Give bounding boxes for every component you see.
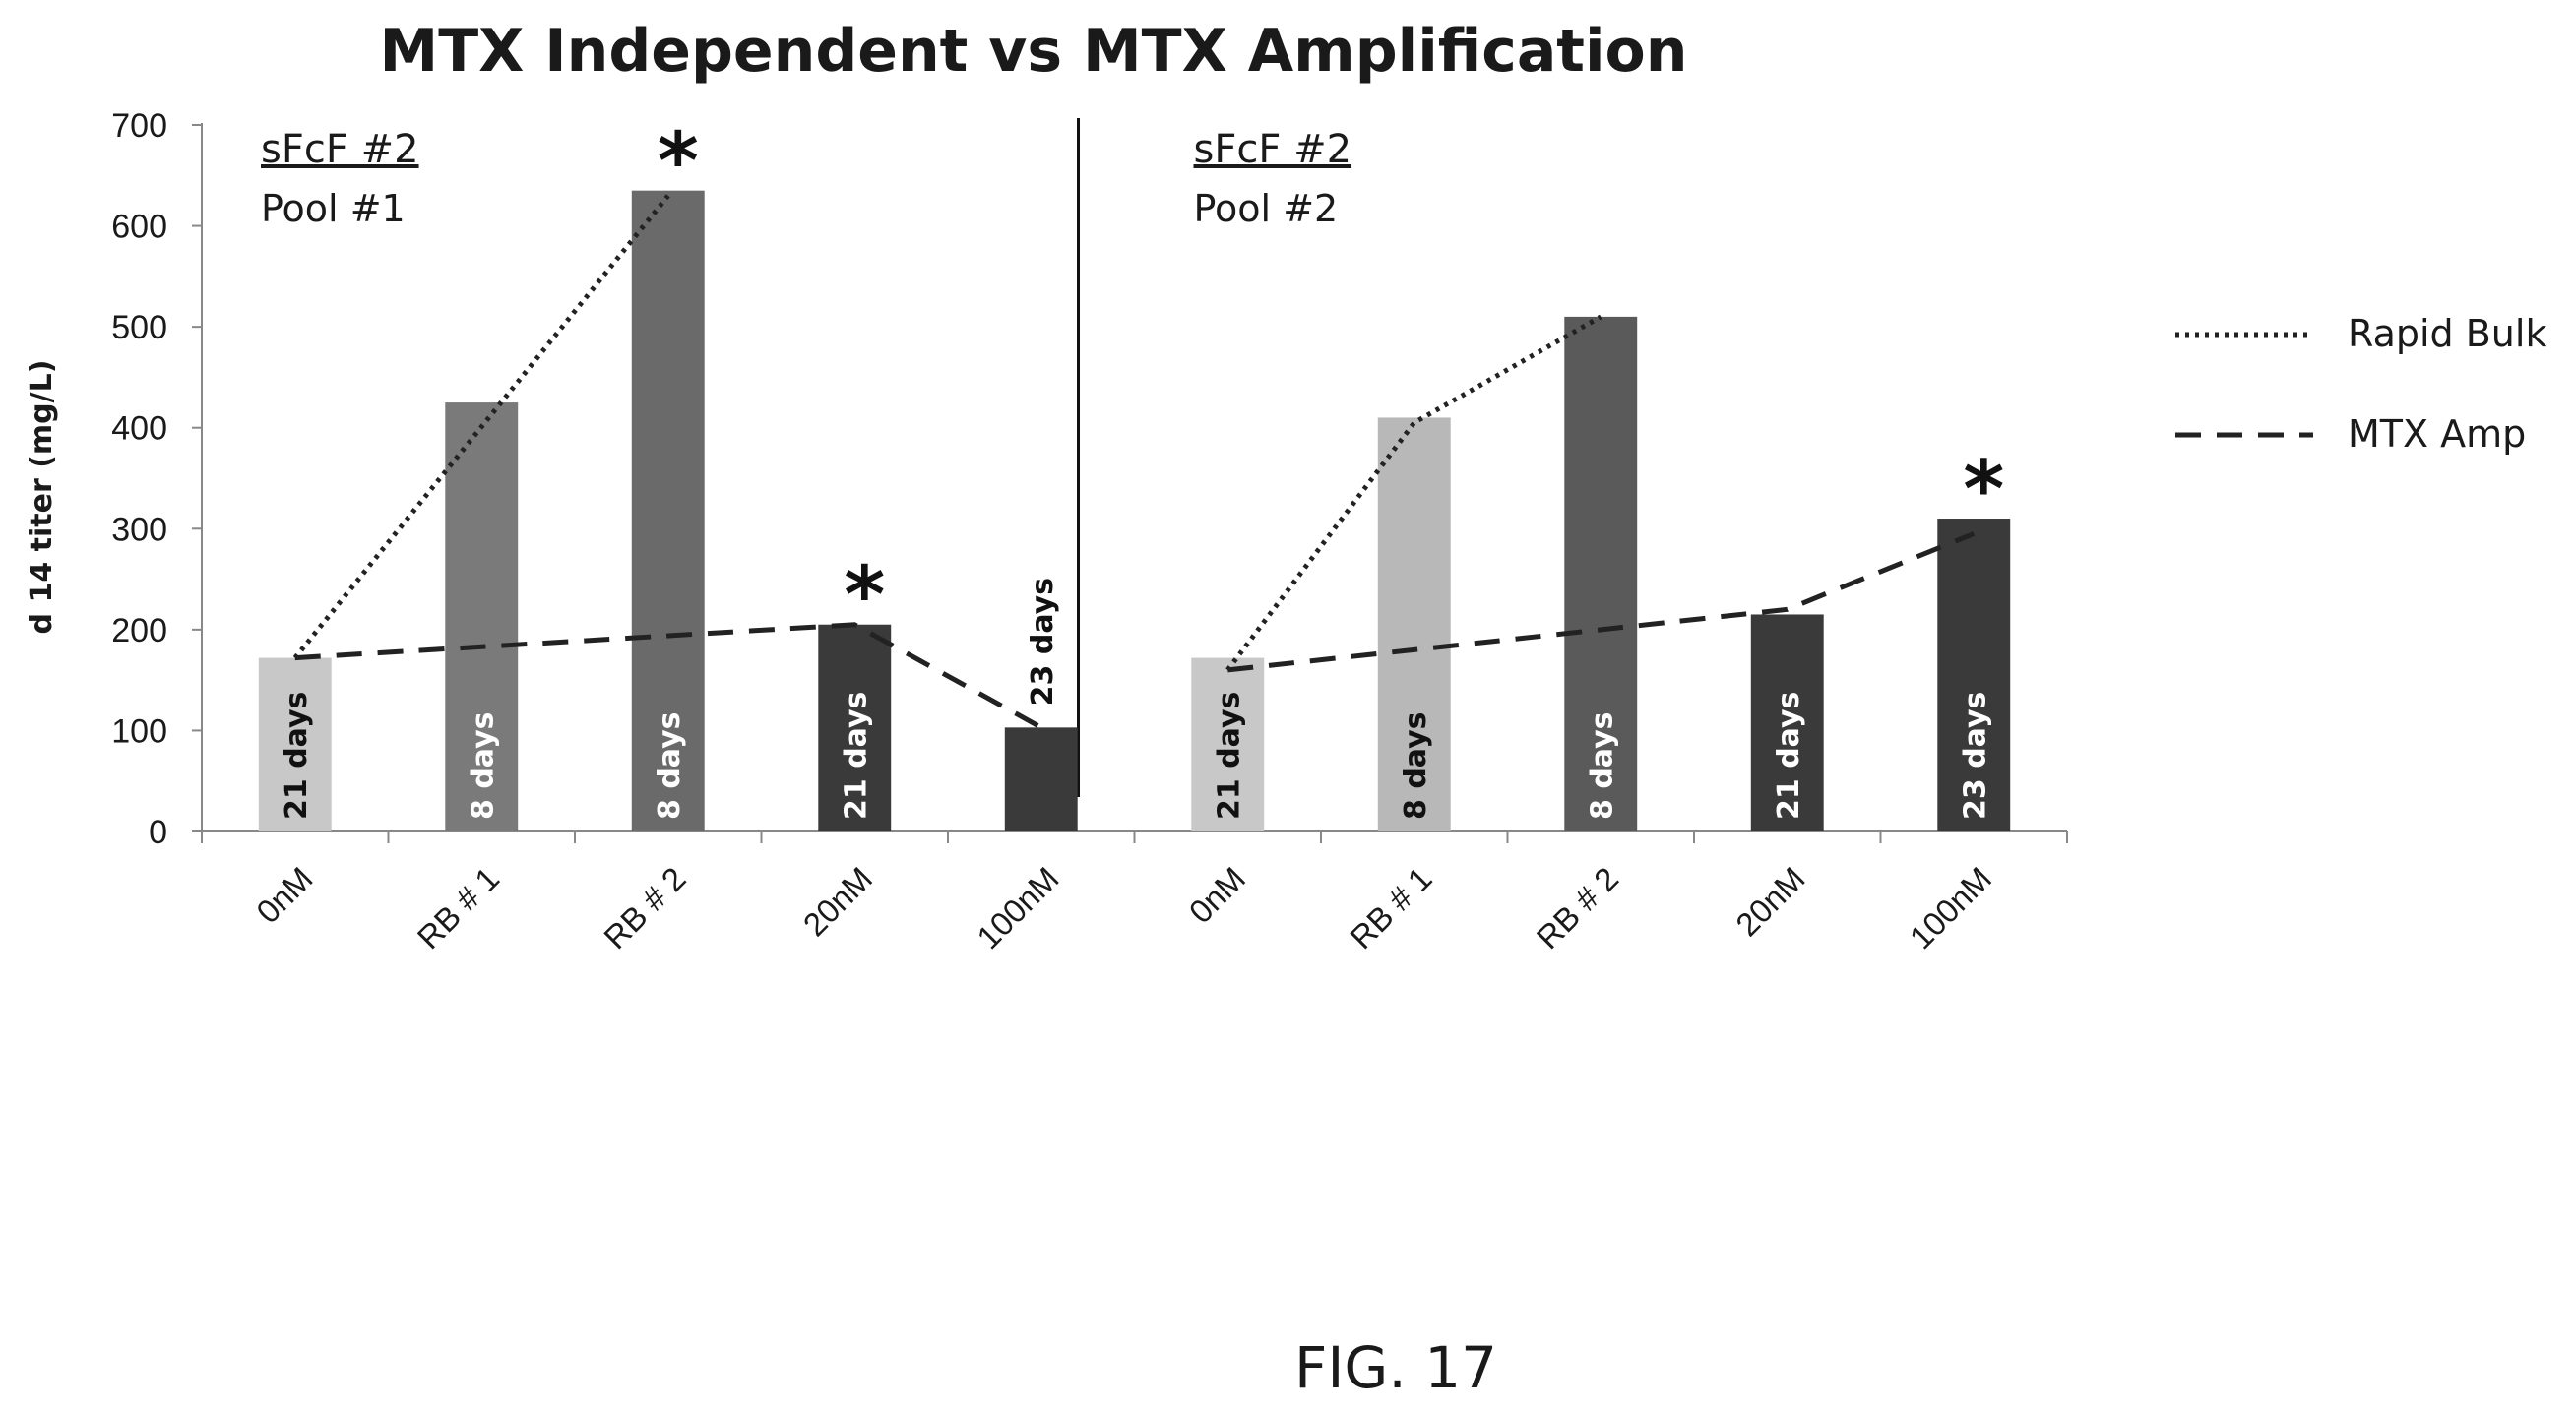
bar-day-label: 21 days [1772,692,1806,820]
bar-day-label: 21 days [839,692,873,820]
x-tick-label: 0nM [1182,860,1253,931]
bars [258,190,2011,831]
legend: Rapid Bulk MTX Amp [2175,312,2546,456]
rapid-bulk-line [1225,314,1602,672]
x-tick-label: RB # 1 [1343,860,1439,956]
y-tick-label: 300 [111,511,167,548]
bar-day-label: 8 days [1585,711,1619,820]
y-tick-label: 400 [111,410,167,448]
bar-day-label: 21 days [280,692,314,820]
x-tick-label: RB # 1 [410,860,507,956]
legend-label-rapid-bulk: Rapid Bulk [2348,312,2546,355]
y-tick-label: 100 [111,712,167,750]
y-tick-label: 600 [111,209,167,246]
bar [1564,316,1638,831]
bar-day-label: 8 days [653,711,687,820]
bar [1937,519,2011,831]
bar [631,190,705,831]
x-tick-label: RB # 2 [1530,860,1626,956]
y-tick-label: 200 [111,612,167,649]
bar [258,657,332,831]
x-tick-label: RB # 2 [597,860,693,956]
mtx-amp-line [294,622,1042,730]
bar-day-label: 21 days [1212,692,1246,820]
x-tick-label: 100nM [970,860,1066,956]
figure-caption: FIG. 17 [1294,1334,1497,1401]
bar [1750,614,1824,831]
bar [818,624,892,831]
panel-title: sFcF #2 [1194,127,1352,172]
y-tick-label: 500 [111,309,167,346]
y-axis-label: d 14 titer (mg/L) [25,360,59,635]
x-tick-label: 100nM [1903,860,1999,956]
bar-day-label: 23 days [1958,692,1992,820]
panel-title: sFcF #2 [261,127,419,172]
y-tick-label: 0 [149,814,167,851]
bar [1377,417,1451,831]
bar [445,402,519,831]
mtx-amp-line [1226,531,1976,673]
y-tick-label: 700 [111,107,167,145]
x-tick-label: 20nM [796,860,880,944]
significance-star: * [1963,444,2004,535]
bar-day-label: 23 days [1026,578,1060,706]
x-tick-label: 0nM [249,860,320,931]
bar [1004,727,1078,831]
bar [1191,657,1265,831]
legend-label-mtx-amp: MTX Amp [2348,412,2526,456]
significance-star: * [658,116,699,208]
trend-lines [292,194,1976,730]
panel-subtitle: Pool #2 [1194,187,1339,230]
significance-star: * [844,550,885,642]
bar-day-label: 8 days [1399,711,1433,820]
rapid-bulk-line [292,194,670,660]
chart-title: MTX Independent vs MTX Amplification [380,17,1688,86]
x-tick-label: 20nM [1728,860,1812,944]
bar-day-label: 8 days [466,711,500,820]
panel-subtitle: Pool #1 [261,187,406,230]
